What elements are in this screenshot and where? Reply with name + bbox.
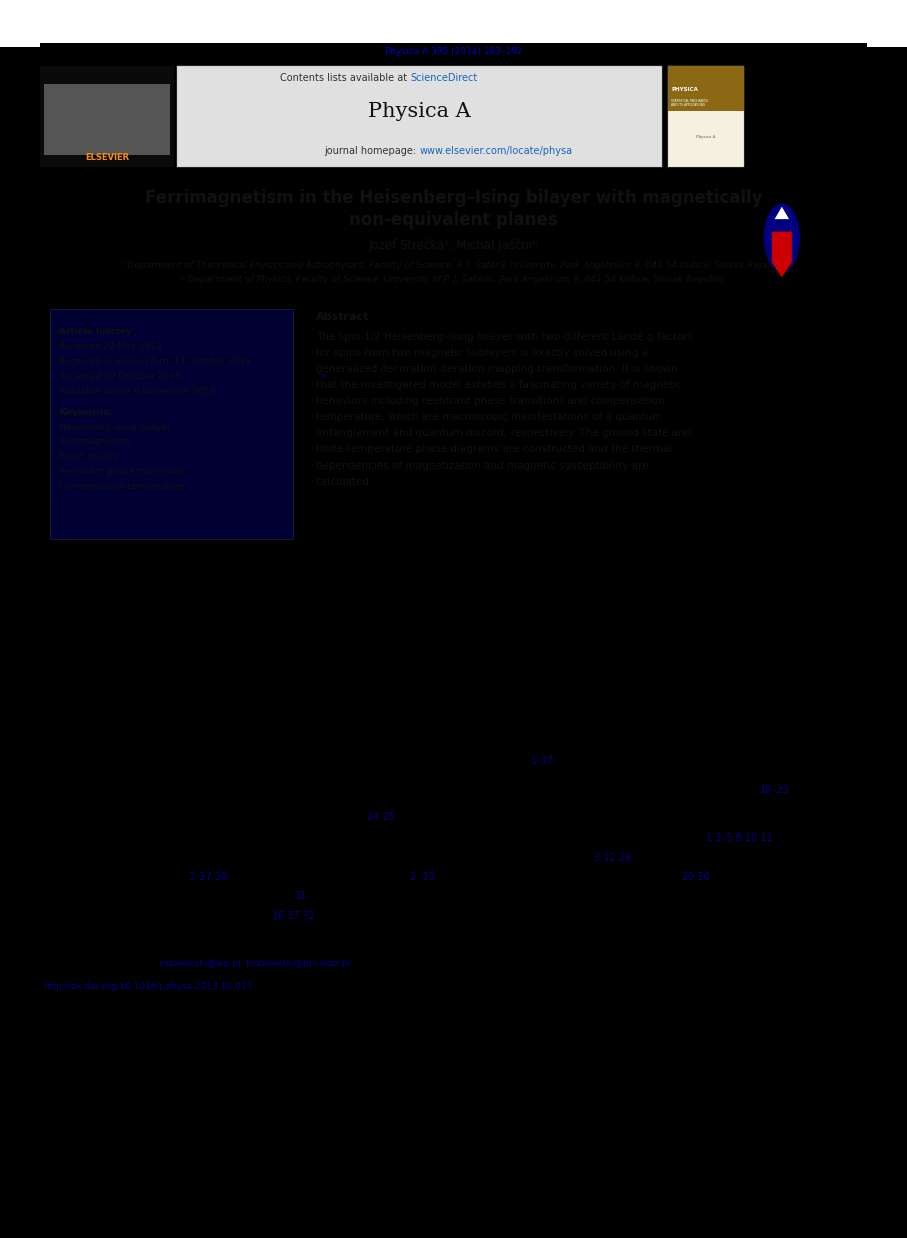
Text: that the investigated model exhibits a fascinating variety of magnetic: that the investigated model exhibits a f… — [316, 380, 682, 390]
Text: Physica A: Physica A — [368, 102, 471, 121]
Text: Received in revised form 11 October 2013: Received in revised form 11 October 2013 — [59, 357, 251, 366]
Text: Exact results: Exact results — [59, 452, 117, 462]
Bar — [40, 167, 867, 1166]
Text: Abstract: Abstract — [316, 312, 369, 322]
Bar — [668, 66, 744, 111]
Text: Ferrimagnetism in the Heisenberg–Ising bilayer with magnetically: Ferrimagnetism in the Heisenberg–Ising b… — [145, 189, 762, 207]
Text: Received 20 May 2013: Received 20 May 2013 — [59, 342, 162, 352]
Bar — [0, 0, 907, 47]
Text: finite-temperature phase diagrams are constructed and the thermal: finite-temperature phase diagrams are co… — [316, 444, 672, 454]
Ellipse shape — [764, 203, 800, 271]
Polygon shape — [775, 207, 789, 219]
Text: Contents lists available at: Contents lists available at — [280, 73, 410, 83]
Text: kszalowski@wp.pl  kszalowski@uni.lodz.pl: kszalowski@wp.pl kszalowski@uni.lodz.pl — [159, 958, 350, 968]
Text: Physica A: Physica A — [697, 135, 716, 139]
Text: Ferrimagnetism: Ferrimagnetism — [59, 437, 131, 447]
Bar — [40, 43, 867, 66]
Text: 1 3–5 8 10 11: 1 3–5 8 10 11 — [706, 833, 772, 843]
Text: 1–17: 1–17 — [531, 756, 554, 766]
Text: PHYSICA: PHYSICA — [671, 88, 698, 93]
Text: http://dx.doi.org/10.1016/j.physa.2013.10.013: http://dx.doi.org/10.1016/j.physa.2013.1… — [44, 982, 253, 992]
Text: journal homepage:: journal homepage: — [324, 146, 419, 156]
Text: The spin-1/2 Heisenberg–Ising bilayer with two different Landé g-factors: The spin-1/2 Heisenberg–Ising bilayer wi… — [316, 332, 693, 342]
Text: dependencies of magnetization and magnetic susceptibility are: dependencies of magnetization and magnet… — [316, 461, 649, 470]
Text: Physica A 395 (2014) 183–192: Physica A 395 (2014) 183–192 — [385, 47, 522, 57]
Text: calculated.: calculated. — [316, 477, 373, 487]
Text: Accepted 29 October 2013: Accepted 29 October 2013 — [59, 371, 180, 381]
Text: ELSEVIER: ELSEVIER — [85, 152, 129, 162]
Text: temperature, which are macroscopic manifestations of a quantum: temperature, which are macroscopic manif… — [316, 412, 662, 422]
Bar — [40, 66, 867, 167]
Text: 24 25: 24 25 — [367, 812, 395, 822]
Bar — [177, 66, 662, 167]
Text: Heisenberg–Ising bilayer: Heisenberg–Ising bilayer — [59, 422, 171, 432]
Bar — [44, 84, 170, 155]
Text: www.elsevier.com/locate/physa: www.elsevier.com/locate/physa — [419, 146, 572, 156]
Text: Article history:: Article history: — [59, 327, 135, 337]
FancyArrow shape — [772, 232, 792, 277]
Text: 3 12 26: 3 12 26 — [594, 853, 631, 863]
Text: 2  13: 2 13 — [410, 872, 434, 881]
Text: *: * — [321, 373, 326, 383]
Text: 29 30: 29 30 — [682, 872, 710, 881]
Text: STATISTICAL MECHANICS
AND ITS APPLICATIONS: STATISTICAL MECHANICS AND ITS APPLICATIO… — [671, 99, 708, 108]
Text: Keywords:: Keywords: — [59, 407, 112, 417]
Text: Reentrant phase transitions: Reentrant phase transitions — [59, 467, 185, 477]
Text: non-equivalent planes: non-equivalent planes — [349, 212, 558, 229]
Text: behaviors including reentrant phase transitions and compensation: behaviors including reentrant phase tran… — [316, 396, 664, 406]
Text: for spins from two magnetic sublayers is exactly solved using a: for spins from two magnetic sublayers is… — [316, 348, 648, 358]
Text: 31: 31 — [295, 891, 307, 901]
Text: generalized decoration-iteration mapping transformation. It is shown: generalized decoration-iteration mapping… — [316, 364, 678, 374]
Text: 16 17 32: 16 17 32 — [272, 911, 316, 921]
Text: 18–23: 18–23 — [760, 785, 790, 795]
Bar — [50, 310, 293, 539]
Text: ScienceDirect: ScienceDirect — [410, 73, 478, 83]
Bar — [40, 66, 174, 167]
Text: ᵃ Department of Theoretical Physics and Astrophysics, Faculty of Science, P. J. : ᵃ Department of Theoretical Physics and … — [121, 260, 786, 270]
Text: Available online 6 November 2013: Available online 6 November 2013 — [59, 386, 215, 396]
Bar — [668, 66, 744, 167]
Text: 2 27 28: 2 27 28 — [190, 872, 228, 881]
Text: entanglement and quantum discord, respectively. The ground state and: entanglement and quantum discord, respec… — [316, 428, 691, 438]
Text: Compensation temperature: Compensation temperature — [59, 482, 184, 491]
Text: ᵇ Department of Physics, Faculty of Science, University of P. J. Šafárik, Park A: ᵇ Department of Physics, Faculty of Scie… — [181, 274, 726, 284]
Text: Jozef Strečkaᵃ, Michal Jaščurᵇ: Jozef Strečkaᵃ, Michal Jaščurᵇ — [368, 239, 539, 251]
